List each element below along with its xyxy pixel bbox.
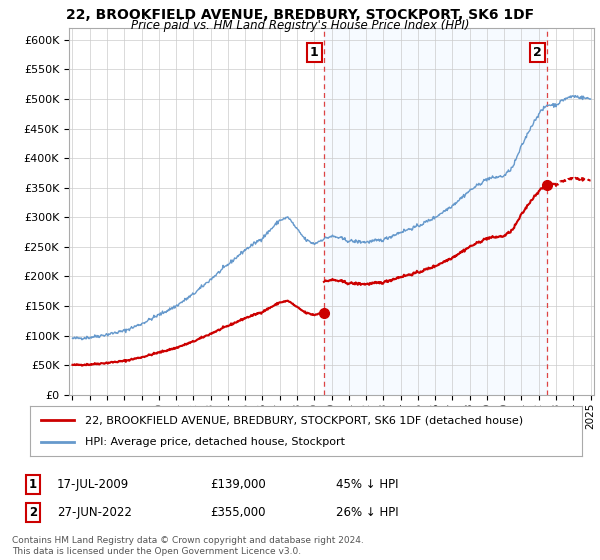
Text: 26% ↓ HPI: 26% ↓ HPI	[336, 506, 398, 519]
Text: 45% ↓ HPI: 45% ↓ HPI	[336, 478, 398, 491]
Text: 1: 1	[310, 46, 319, 59]
Text: 22, BROOKFIELD AVENUE, BREDBURY, STOCKPORT, SK6 1DF (detached house): 22, BROOKFIELD AVENUE, BREDBURY, STOCKPO…	[85, 415, 523, 425]
Text: Contains HM Land Registry data © Crown copyright and database right 2024.
This d: Contains HM Land Registry data © Crown c…	[12, 536, 364, 556]
Text: £355,000: £355,000	[210, 506, 265, 519]
Text: 22, BROOKFIELD AVENUE, BREDBURY, STOCKPORT, SK6 1DF: 22, BROOKFIELD AVENUE, BREDBURY, STOCKPO…	[66, 8, 534, 22]
Text: Price paid vs. HM Land Registry's House Price Index (HPI): Price paid vs. HM Land Registry's House …	[131, 19, 469, 32]
Text: 1: 1	[29, 478, 37, 491]
Text: 2: 2	[29, 506, 37, 519]
Text: 27-JUN-2022: 27-JUN-2022	[57, 506, 132, 519]
Text: HPI: Average price, detached house, Stockport: HPI: Average price, detached house, Stoc…	[85, 437, 345, 447]
Bar	[323, 28, 547, 395]
Text: 2: 2	[533, 46, 542, 59]
Text: 17-JUL-2009: 17-JUL-2009	[57, 478, 129, 491]
Text: £139,000: £139,000	[210, 478, 266, 491]
